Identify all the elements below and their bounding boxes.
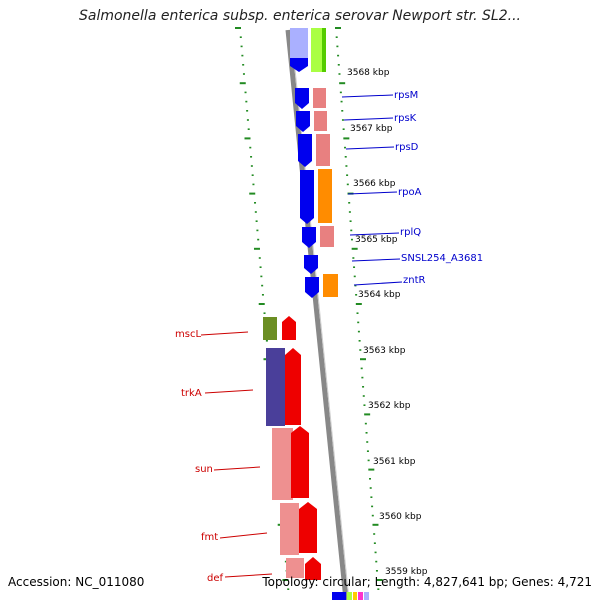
kbp-label: 3564 kbp (358, 290, 401, 300)
right-gene-track[interactable] (295, 88, 338, 298)
gene-label-rpsM: rpsM (394, 90, 418, 101)
topology-summary: Topology: circular; Length: 4,827,641 bp… (262, 575, 592, 589)
kbp-label: 3565 kbp (355, 235, 398, 245)
gene-rpsD[interactable] (298, 134, 330, 167)
left-gene-track[interactable] (263, 316, 321, 580)
gene-trkA[interactable] (266, 348, 301, 426)
gene-label-def: def (207, 573, 224, 584)
gene-label-zntR: zntR (403, 275, 426, 286)
accession-label: Accession: NC_011080 (8, 575, 145, 589)
gene-label-trkA: trkA (181, 388, 202, 399)
right-gene-labels: rpsM rpsK rpsD rpoA rplQ SNSL254_A3681 z… (341, 90, 483, 286)
gene-rpoA[interactable] (300, 169, 332, 224)
gene-rpsM[interactable] (295, 88, 326, 109)
kbp-label: 3563 kbp (363, 346, 406, 356)
gene-label-rpsD: rpsD (395, 142, 419, 153)
left-gene-labels: mscL trkA sun fmt def (175, 329, 273, 584)
gene-SNSL254_A3681[interactable] (304, 255, 318, 274)
gene-label-SNSL254_A3681: SNSL254_A3681 (401, 253, 483, 264)
kbp-label: 3568 kbp (347, 68, 390, 78)
kbp-label: 3567 kbp (350, 124, 393, 134)
kbp-tick-labels: 3568 kbp 3567 kbp 3566 kbp 3565 kbp 3564… (347, 68, 428, 577)
gene-rpsK[interactable] (296, 111, 327, 132)
gene-label-mscL: mscL (175, 329, 201, 340)
gene-rplQ[interactable] (302, 226, 334, 248)
kbp-label: 3560 kbp (379, 512, 422, 522)
kbp-label: 3562 kbp (368, 401, 411, 411)
gene-mscL[interactable] (263, 316, 296, 340)
gene-label-rplQ: rplQ (400, 227, 421, 238)
gene-fmt[interactable] (280, 502, 317, 555)
kbp-label: 3559 kbp (385, 567, 428, 577)
gene-label-rpsK: rpsK (394, 113, 417, 124)
bottom-feature-strip (332, 592, 369, 600)
gene-label-sun: sun (195, 464, 213, 475)
top-feature-bar[interactable] (290, 28, 326, 72)
gene-zntR[interactable] (305, 274, 338, 298)
gene-sun[interactable] (272, 426, 309, 500)
map-title: Salmonella enterica subsp. enterica sero… (79, 8, 521, 24)
gene-label-fmt: fmt (201, 532, 218, 543)
kbp-label: 3561 kbp (373, 457, 416, 467)
gene-def[interactable] (286, 557, 321, 580)
kbp-label: 3566 kbp (353, 179, 396, 189)
gene-label-rpoA: rpoA (398, 187, 422, 198)
